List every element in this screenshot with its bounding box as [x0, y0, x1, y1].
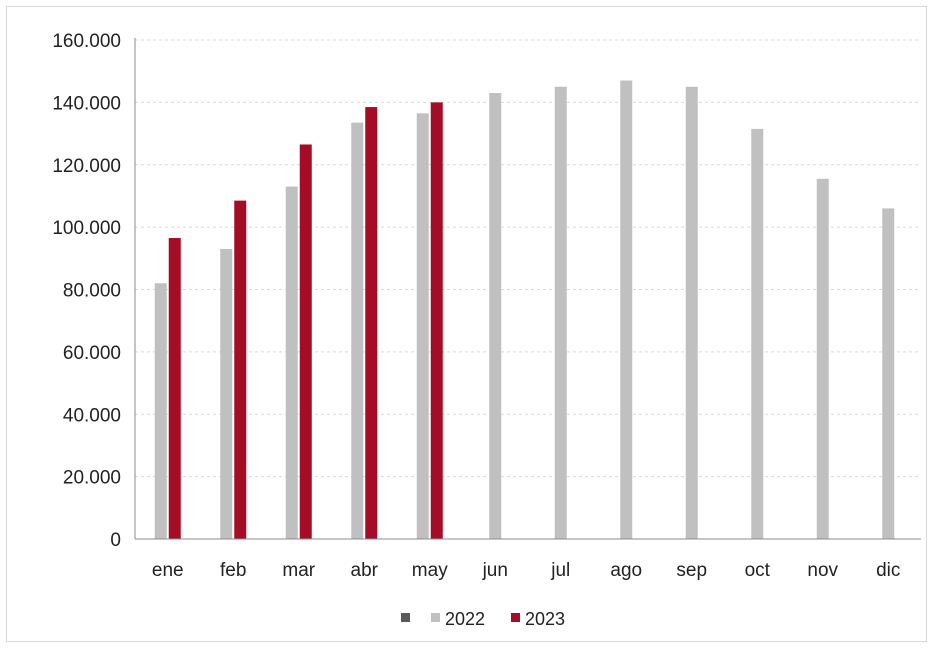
bar-2022 [685, 86, 698, 539]
x-tick-label: oct [745, 560, 771, 581]
bar-2022 [489, 93, 502, 540]
x-tick-labels: ene feb mar abr may jun jul ago sep oct nov dic [152, 560, 901, 581]
y-tick-label: 0 [110, 530, 121, 551]
legend-marker-extra [401, 613, 410, 622]
axes [134, 38, 921, 540]
x-tick-label: abr [351, 560, 379, 581]
x-tick-label: ene [152, 560, 184, 581]
x-tick-label: mar [282, 560, 315, 581]
bar-2022 [220, 248, 233, 540]
bar-2022 [882, 208, 895, 539]
y-tick-labels: 0 20.000 40.000 60.000 80.000 100.000 120.000 1… [52, 31, 121, 551]
y-tick-label: 40.000 [63, 405, 121, 426]
bar-2022 [620, 80, 633, 539]
bar-2023 [299, 144, 312, 539]
y-tick-label: 120.000 [52, 156, 121, 177]
legend: 2022 2023 [401, 609, 565, 629]
y-tick-label: 100.000 [52, 218, 121, 239]
x-tick-label: sep [676, 560, 707, 581]
x-tick-label: feb [220, 560, 246, 581]
bars [154, 80, 895, 540]
bar-2023 [430, 102, 443, 539]
bar-2022 [554, 86, 567, 539]
y-tick-label: 140.000 [52, 93, 121, 114]
x-tick-label: ago [610, 560, 642, 581]
legend-label-2023: 2023 [525, 609, 565, 629]
bar-2023 [234, 200, 247, 539]
bar-2023 [168, 238, 181, 539]
bar-2022 [751, 128, 764, 539]
x-tick-label: jul [550, 560, 570, 581]
legend-marker-2023 [511, 613, 520, 622]
bar-2023 [365, 107, 378, 539]
y-tick-label: 60.000 [63, 343, 121, 364]
legend-marker-2022 [431, 613, 440, 622]
y-tick-label: 80.000 [63, 281, 121, 302]
x-tick-label: jun [482, 560, 508, 581]
bar-2022 [351, 122, 364, 539]
y-tick-label: 20.000 [63, 468, 121, 489]
gridlines [135, 39, 921, 478]
bar-2022 [816, 178, 829, 540]
bar-2022 [416, 113, 429, 540]
legend-label-2022: 2022 [445, 609, 485, 629]
y-tick-label: 160.000 [52, 31, 121, 52]
bar-2022 [154, 283, 167, 539]
x-tick-label: may [412, 560, 448, 581]
bar-2022 [285, 186, 298, 540]
x-tick-label: nov [807, 560, 838, 581]
x-tick-label: dic [876, 560, 900, 581]
